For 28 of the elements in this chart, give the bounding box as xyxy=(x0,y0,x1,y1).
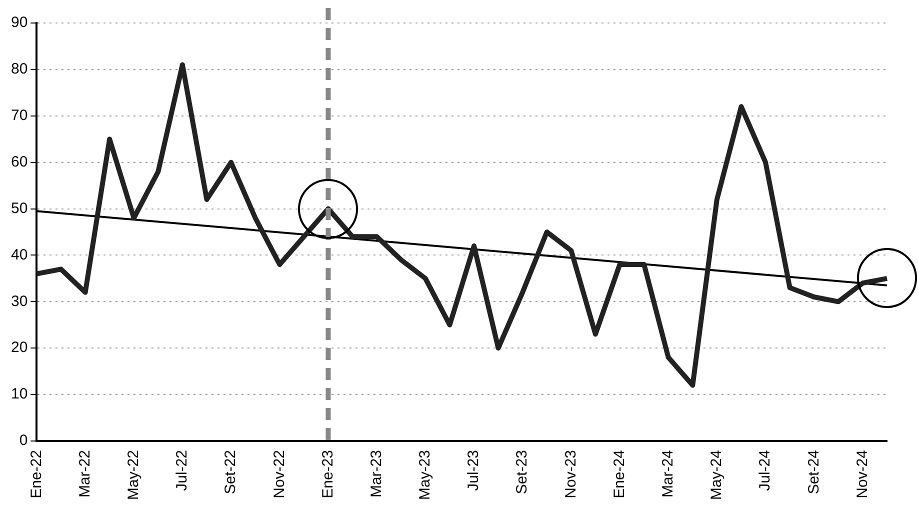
y-tick-label: 50 xyxy=(10,200,28,217)
x-tick-label: Ene-22 xyxy=(28,450,45,498)
x-tick-label: May-22 xyxy=(125,450,142,500)
x-tick-label: Set-24 xyxy=(805,450,822,494)
x-tick-label: Set-23 xyxy=(514,450,531,494)
y-tick-label: 60 xyxy=(10,153,28,170)
y-tick-label: 40 xyxy=(10,246,28,264)
y-tick-label: 10 xyxy=(10,386,28,403)
x-tick-label: Mar-22 xyxy=(76,450,94,498)
x-tick-label: Ene-24 xyxy=(610,450,628,498)
x-tick-label: May-23 xyxy=(416,450,434,500)
x-tick-label: Mar-24 xyxy=(659,450,676,498)
x-tick-label: Nov-23 xyxy=(562,450,580,498)
x-tick-label: May-24 xyxy=(708,450,726,500)
y-tick-label: 70 xyxy=(10,107,28,124)
x-tick-label: Mar-23 xyxy=(368,450,385,498)
y-tick-label: 20 xyxy=(10,339,28,356)
x-tick-label: Nov-22 xyxy=(270,450,288,498)
x-tick-label: Set-22 xyxy=(222,450,240,494)
y-tick-label: 30 xyxy=(10,292,28,310)
y-tick-label: 0 xyxy=(19,432,28,450)
x-tick-label: Jul-22 xyxy=(174,450,191,491)
x-tick-label: Jul-24 xyxy=(756,450,774,491)
y-tick-label: 80 xyxy=(10,60,28,78)
x-tick-label: Jul-23 xyxy=(465,450,482,491)
x-tick-label: Nov-24 xyxy=(854,450,871,498)
x-tick-label: Ene-23 xyxy=(319,450,336,498)
y-tick-label: 90 xyxy=(10,14,28,32)
